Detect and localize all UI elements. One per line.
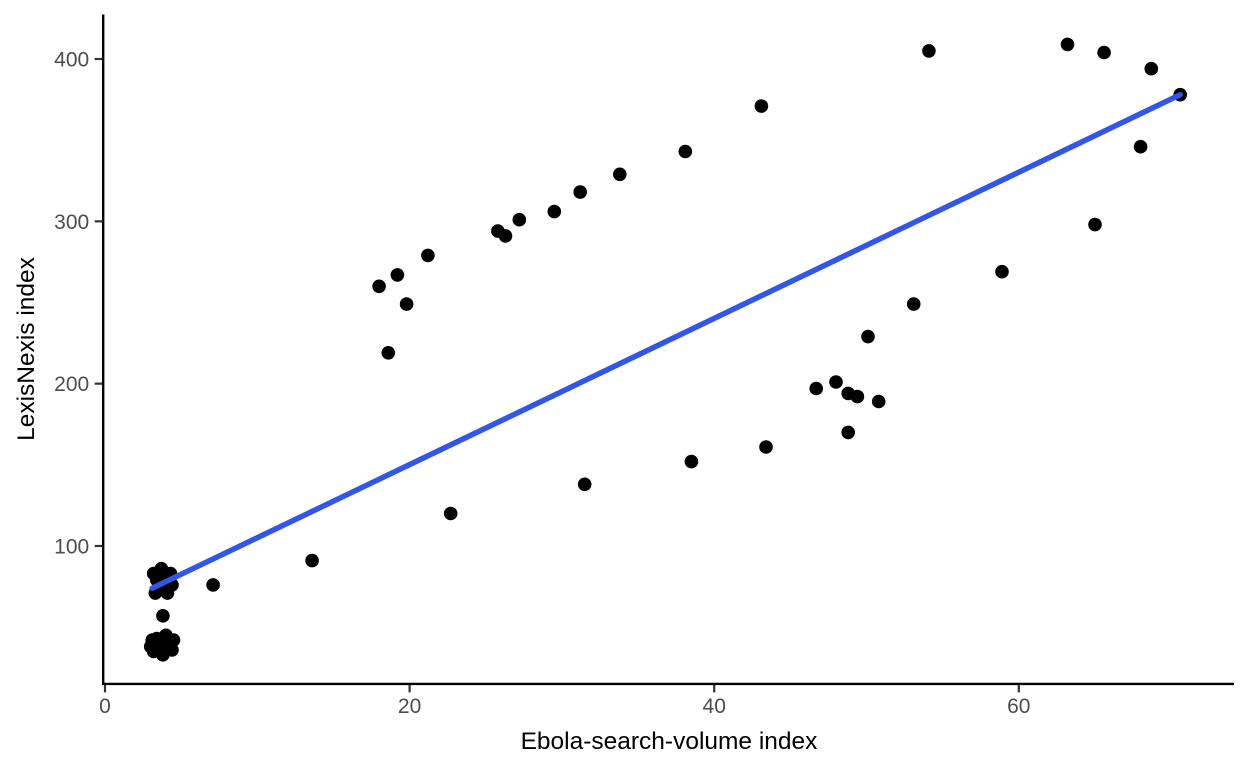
data-point <box>684 454 699 469</box>
data-point <box>678 144 693 159</box>
x-tick-label: 60 <box>1007 695 1030 718</box>
trend-line <box>149 91 1183 591</box>
data-point <box>1144 61 1159 76</box>
y-tick-label: 400 <box>54 49 89 72</box>
trend-line-layer <box>149 91 1183 591</box>
data-point <box>871 394 886 409</box>
data-point <box>399 297 414 311</box>
data-point <box>613 167 627 182</box>
data-point <box>381 346 396 360</box>
x-tick-label: 0 <box>99 695 111 718</box>
data-point <box>1088 217 1102 232</box>
axes-layer <box>101 14 1234 686</box>
data-point <box>372 279 386 294</box>
data-point <box>166 633 181 647</box>
data-point <box>1133 139 1148 154</box>
data-point <box>861 329 875 344</box>
data-point <box>498 229 513 243</box>
data-point <box>443 506 458 521</box>
data-point <box>1060 37 1075 52</box>
data-point <box>850 389 865 404</box>
y-axis-title: LexisNexis index <box>13 257 40 441</box>
y-tick-label: 200 <box>54 373 89 396</box>
data-point <box>421 248 435 263</box>
data-point <box>390 268 405 282</box>
scatter-points-layer <box>143 37 1187 662</box>
y-tick-label: 100 <box>54 535 89 558</box>
data-point <box>512 212 527 227</box>
data-point <box>906 297 921 311</box>
ticks-layer: 0 20 40 60 100 200 300 400 <box>54 49 1030 718</box>
x-tick-label: 40 <box>703 695 726 718</box>
data-point <box>995 264 1009 279</box>
data-point <box>156 609 170 623</box>
x-tick-label: 20 <box>398 695 421 718</box>
data-point <box>829 375 843 389</box>
data-point <box>573 185 587 199</box>
data-point <box>577 477 592 492</box>
x-axis-title: Ebola-search-volume index <box>521 728 818 755</box>
data-point <box>1097 45 1111 60</box>
y-tick-label: 300 <box>54 211 89 234</box>
data-point <box>547 204 562 219</box>
data-point <box>305 553 319 568</box>
data-point <box>754 99 769 113</box>
data-point <box>841 425 855 440</box>
data-point <box>809 381 823 396</box>
data-point <box>206 578 220 592</box>
data-point <box>922 44 936 58</box>
data-point <box>759 440 773 454</box>
